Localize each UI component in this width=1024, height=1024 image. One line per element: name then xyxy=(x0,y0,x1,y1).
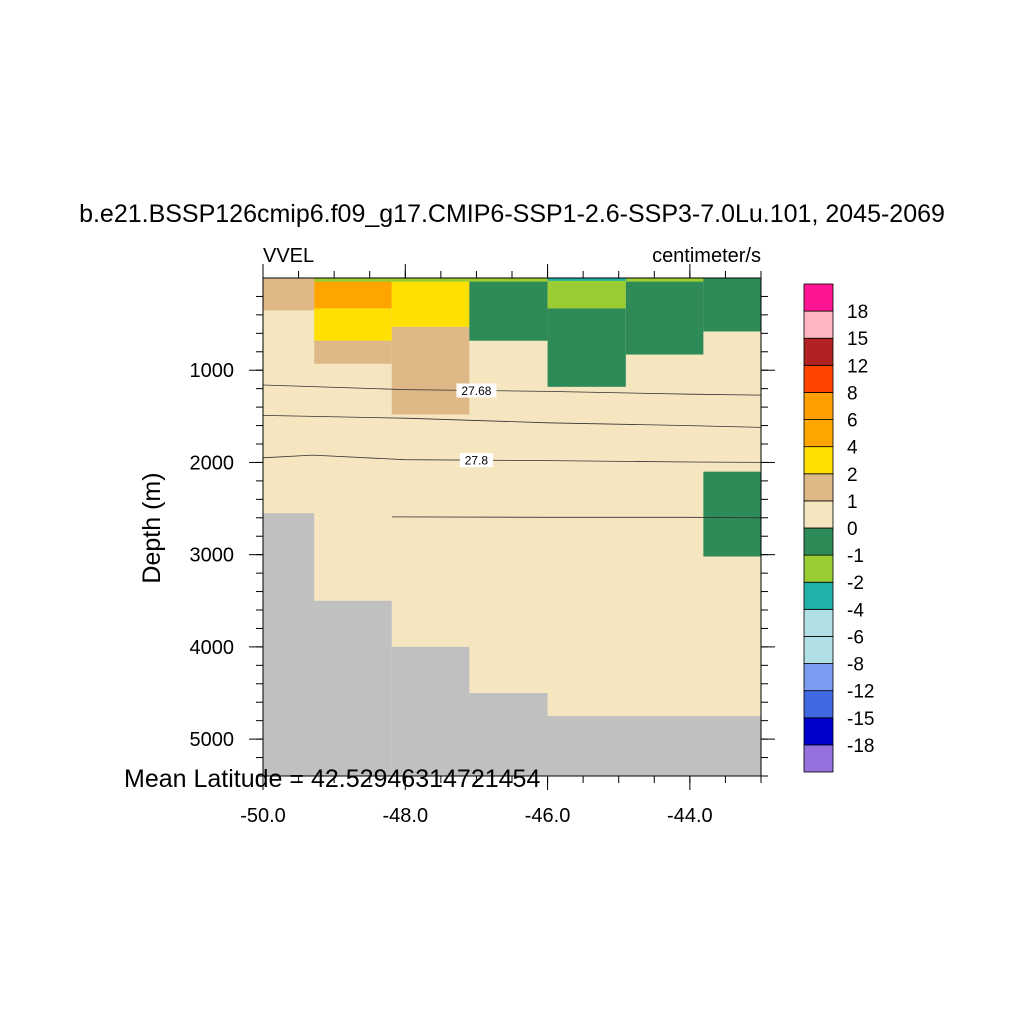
x-tick-label: -48.0 xyxy=(382,805,428,827)
y-tick-label: 2000 xyxy=(190,452,235,474)
colorbar-swatch-9 xyxy=(803,500,834,529)
chart-title: b.e21.BSSP126cmip6.f09_g17.CMIP6-SSP1-2.… xyxy=(79,200,945,228)
colorbar-swatch-8 xyxy=(803,527,834,556)
colorbar-swatch-5 xyxy=(803,608,834,637)
velocity-cells xyxy=(263,278,761,776)
cell-13 xyxy=(263,513,315,776)
contour-line-1 xyxy=(262,415,762,428)
contour-label-0: 27.68 xyxy=(461,384,491,398)
colorbar-swatch-11 xyxy=(803,446,834,475)
colorbar-swatch-17 xyxy=(803,283,834,312)
y-tick-label: 3000 xyxy=(190,545,235,567)
cell-16 xyxy=(469,693,548,776)
cell-8 xyxy=(547,278,626,309)
x-tick-label: -50.0 xyxy=(240,805,286,827)
colorbar-swatch-0 xyxy=(803,744,834,773)
colorbar-swatch-7 xyxy=(803,554,834,583)
y-tick-label: 1000 xyxy=(190,360,235,382)
colorbar-label: 0 xyxy=(847,519,858,540)
contour-label-2: 27.8 xyxy=(465,454,489,468)
cell-5 xyxy=(391,278,470,327)
colorbar-label: 1 xyxy=(847,492,858,513)
cell-4 xyxy=(314,340,392,364)
colorbar-swatch-14 xyxy=(803,364,834,393)
colorbar-swatch-13 xyxy=(803,392,834,420)
cell-14 xyxy=(314,600,392,776)
colorbar-label: 4 xyxy=(847,438,858,459)
cell-7 xyxy=(469,278,548,341)
colorbar-label: 18 xyxy=(847,302,868,323)
colorbar-label: 2 xyxy=(847,465,858,486)
cell-17 xyxy=(547,716,761,776)
contour-line-3 xyxy=(391,516,762,519)
cell-9 xyxy=(547,308,626,387)
colorbar-swatch-10 xyxy=(803,473,834,502)
colorbar-swatch-1 xyxy=(803,717,834,746)
colorbar-swatch-16 xyxy=(803,310,834,339)
x-tick-label: -44.0 xyxy=(667,805,713,827)
contour-line-0 xyxy=(262,384,762,396)
density-contours: 27.68 27.8 xyxy=(262,383,762,519)
colorbar-label: 12 xyxy=(847,356,868,377)
colorbar-label: -15 xyxy=(847,709,874,730)
contour-label-bg-2 xyxy=(459,453,494,468)
colorbar-swatch-15 xyxy=(803,337,834,366)
contour-label-bg-0 xyxy=(456,383,497,398)
colorbar-label: -12 xyxy=(847,682,874,703)
y-tick-label: 4000 xyxy=(190,637,235,659)
cell-1 xyxy=(263,278,315,311)
cell-2 xyxy=(314,278,392,309)
colorbar-label: -4 xyxy=(847,600,864,621)
cell-11 xyxy=(703,278,761,332)
y-tick-label: 5000 xyxy=(190,729,235,751)
cell-10 xyxy=(625,278,704,355)
colorbar-swatch-3 xyxy=(803,663,834,692)
mean-latitude-note: Mean Latitude = 42.52946314721454 xyxy=(124,765,540,793)
colorbar-label: -18 xyxy=(847,736,874,757)
colorbar-swatch-4 xyxy=(803,636,834,664)
colorbar-label: -2 xyxy=(847,573,864,594)
cell-15 xyxy=(391,646,470,776)
cell-3 xyxy=(314,308,392,341)
colorbar-label: 6 xyxy=(847,411,858,432)
x-tick-label: -46.0 xyxy=(525,805,571,827)
colorbar-swatch-12 xyxy=(803,419,834,448)
cell-12 xyxy=(703,471,761,557)
colorbar-swatch-2 xyxy=(803,690,834,719)
colorbar-label: -1 xyxy=(847,546,864,567)
cell-6 xyxy=(391,326,470,415)
colorbar-label: -6 xyxy=(847,627,864,648)
variable-label: VVEL xyxy=(263,245,314,267)
plot-axes: -50.0 -48.0 -46.0 -44.0 1000 2000 3000 4000 5000 xyxy=(190,264,775,827)
y-axis-label: Depth (m) xyxy=(138,472,166,583)
colorbar-label: 15 xyxy=(847,329,868,350)
units-label: centimeter/s xyxy=(652,245,761,267)
colorbar-label: -8 xyxy=(847,655,864,676)
cell-18 xyxy=(314,278,704,282)
colorbar-label: 8 xyxy=(847,383,858,404)
colorbar-swatch-6 xyxy=(803,581,834,610)
cell-19 xyxy=(547,278,626,281)
